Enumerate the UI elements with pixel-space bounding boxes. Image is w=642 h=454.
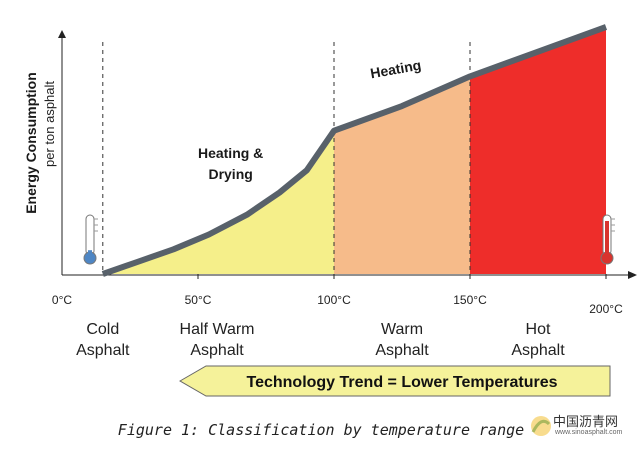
category-label: Cold Asphalt <box>76 321 130 359</box>
y-axis-arrow <box>58 30 66 38</box>
watermark-title: 中国沥青网 <box>553 415 619 430</box>
annotation: Heating & Drying <box>198 145 263 182</box>
trend-arrow-shape <box>178 365 611 397</box>
thermometer-level <box>88 250 92 257</box>
x-tick-label: 150°C <box>453 293 487 307</box>
divider-lines <box>102 42 471 274</box>
region-fill <box>334 27 470 274</box>
x-tick-label: 200°C <box>589 302 623 316</box>
category-label: Hot Asphalt <box>511 321 565 359</box>
x-axis-arrow <box>628 271 637 279</box>
thermometer-cold-icon <box>83 214 98 265</box>
axes <box>58 30 637 279</box>
x-tick-label: 100°C <box>317 293 351 307</box>
figure-caption: Figure 1: Classification by temperature … <box>117 421 525 439</box>
trend-arrow: Technology Trend = Lower Temperatures <box>178 365 611 397</box>
thermometer-tube <box>85 214 95 256</box>
region-fill <box>470 27 606 274</box>
x-tick-label: 50°C <box>185 293 212 307</box>
annotation: Heating <box>369 57 422 82</box>
trend-label: Technology Trend = Lower Temperatures <box>246 374 557 391</box>
watermark-logo-icon <box>531 416 551 436</box>
category-label: Half Warm Asphalt <box>180 321 255 359</box>
y-axis-subtitle: per ton asphalt <box>42 81 57 167</box>
energy-curve <box>101 24 608 277</box>
thermometer-level <box>605 221 609 257</box>
watermark-url: www.sinoasphalt.com <box>555 429 623 436</box>
x-tick-label: 0°C <box>52 293 72 307</box>
chart: 0°C 50°C 100°C 150°C 200°C Heating & Drying He… <box>23 24 637 397</box>
y-axis-title: Energy Consumption <box>23 72 39 214</box>
thermometer-hot-icon <box>600 214 615 265</box>
watermark: 中国沥青网 www.sinoasphalt.com <box>528 410 638 444</box>
y-axis-label: Energy Consumption per ton asphalt <box>23 72 57 214</box>
x-ticks: 0°C 50°C 100°C 150°C 200°C <box>52 274 623 316</box>
category-labels: Cold Asphalt Half Warm Asphalt Warm Asphalt Ho… <box>76 321 565 359</box>
category-label: Warm Asphalt <box>375 321 429 359</box>
